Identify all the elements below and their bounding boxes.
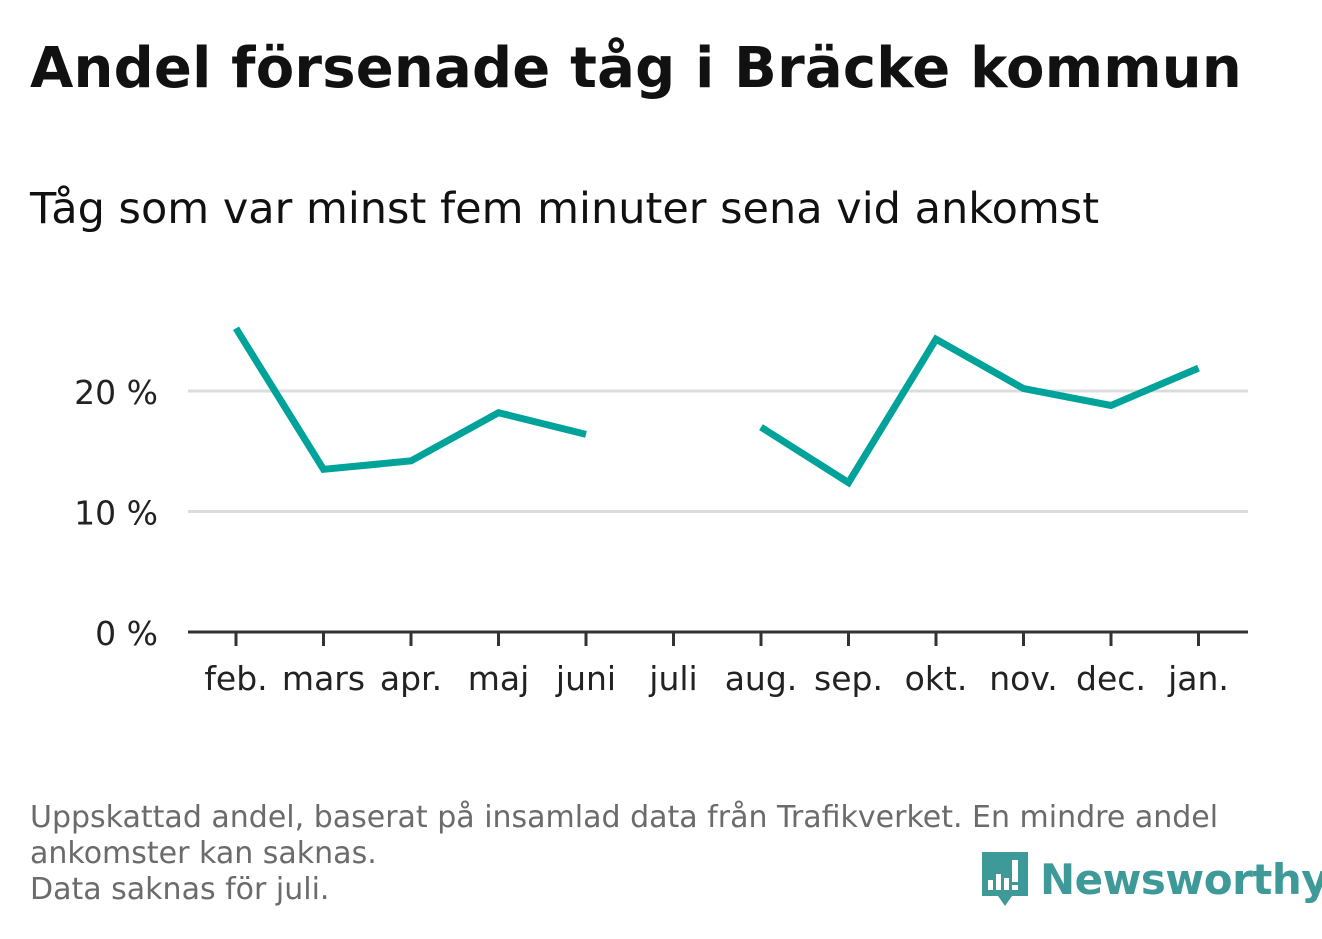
series-line-segment	[233, 326, 587, 474]
footnote-line-2: ankomster kan saknas.	[30, 836, 377, 871]
x-tick-label: nov.	[989, 659, 1058, 698]
x-tick-label: juni	[555, 659, 616, 698]
x-tick-label: jan.	[1167, 659, 1229, 698]
chart-title: Andel försenade tåg i Bräcke kommun	[30, 36, 1242, 101]
footnote-line-1: Uppskattad andel, baserat på insamlad da…	[30, 800, 1219, 835]
x-tick-label: apr.	[380, 659, 442, 698]
y-tick-label: 10 %	[74, 494, 158, 533]
x-tick-label: mars	[282, 659, 365, 698]
footnote-line-3: Data saknas för juli.	[30, 872, 330, 907]
gridlines	[188, 389, 1248, 513]
y-tick-label: 0 %	[95, 614, 158, 653]
x-tick-label: aug.	[725, 659, 798, 698]
brand-logo: Newsworthy	[980, 848, 1322, 910]
y-tick-label: 20 %	[74, 373, 158, 412]
x-axis-ticks: feb. mars apr. maj juni juli aug. sep. okt. nov. d…	[204, 632, 1229, 698]
x-tick-label: okt.	[905, 659, 968, 698]
x-tick-label: dec.	[1076, 659, 1146, 698]
x-tick-label: maj	[468, 659, 530, 698]
series-line-segment	[759, 334, 1200, 488]
x-tick-label: feb.	[204, 659, 267, 698]
x-tick-label: sep.	[814, 659, 883, 698]
y-axis-ticks: 0 % 10 % 20 %	[74, 373, 158, 653]
newsworthy-logo-icon	[982, 852, 1028, 906]
footnote: Uppskattad andel, baserat på insamlad da…	[30, 800, 1280, 908]
brand-name: Newsworthy	[1040, 854, 1322, 904]
series-lines	[233, 326, 1200, 488]
chart-subtitle: Tåg som var minst fem minuter sena vid a…	[30, 184, 1100, 234]
x-tick-label: juli	[648, 659, 697, 698]
